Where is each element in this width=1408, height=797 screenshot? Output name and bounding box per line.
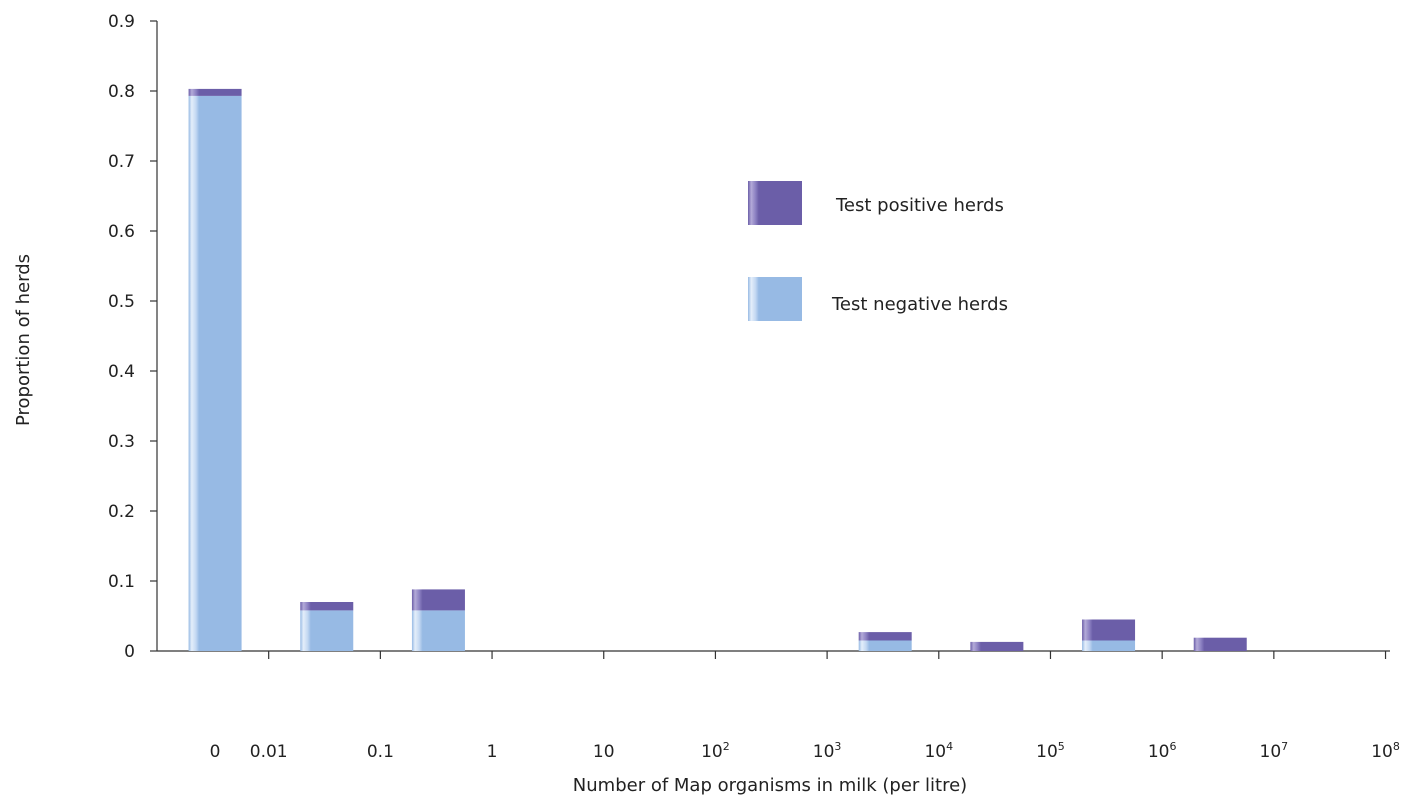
x-tick-label: 0.1: [367, 742, 394, 762]
y-tick-label: 0.5: [108, 292, 135, 312]
bar-positive: [1082, 619, 1136, 641]
y-tick-label: 0.8: [108, 82, 135, 102]
bars: [188, 88, 1247, 651]
bar-negative: [188, 95, 242, 651]
bar-positive: [300, 602, 354, 611]
y-tick-labels: 0 0.1 0.2 0.3 0.4 0.5 0.6 0.7 0.8 0.9: [108, 12, 135, 662]
y-tick-label: 0.7: [108, 152, 135, 172]
x-tick-label: 104: [924, 740, 953, 762]
y-tick-label: 0.3: [108, 432, 135, 452]
legend: Test positive herds Test negative herds: [748, 181, 1008, 321]
axes: [150, 20, 1390, 659]
x-tick-label: 108: [1371, 740, 1400, 762]
bar-positive: [970, 641, 1024, 651]
y-tick-label: 0.9: [108, 12, 135, 32]
bar-negative: [411, 610, 465, 651]
y-tick-label: 0.1: [108, 572, 135, 592]
bar-positive: [858, 632, 912, 641]
x-tick-label: 0.01: [250, 742, 288, 762]
legend-label-positive: Test positive herds: [835, 195, 1004, 216]
legend-swatch-negative: [748, 277, 802, 321]
y-axis-title: Proportion of herds: [13, 254, 34, 426]
bar-positive: [1193, 637, 1247, 651]
x-tick-label: 107: [1260, 740, 1289, 762]
bar-negative: [1082, 640, 1136, 651]
x-tick-label: 0: [210, 742, 221, 762]
y-tick-label: 0: [124, 642, 135, 662]
x-tick-label: 10: [593, 742, 615, 762]
x-tick-labels: 0 0.01 0.1 1 10 102 103 104 105 106 107 108: [210, 740, 1400, 762]
bar-positive: [188, 88, 242, 96]
x-tick-label: 105: [1036, 740, 1065, 762]
x-tick-label: 102: [701, 740, 730, 762]
x-tick-label: 103: [813, 740, 842, 762]
legend-swatch-positive: [748, 181, 802, 225]
y-tick-label: 0.2: [108, 502, 135, 522]
bar-positive: [411, 589, 465, 611]
legend-label-negative: Test negative herds: [831, 294, 1008, 315]
x-axis-title: Number of Map organisms in milk (per lit…: [573, 775, 967, 796]
y-tick-label: 0.4: [108, 362, 135, 382]
bar-negative: [858, 640, 912, 651]
y-tick-label: 0.6: [108, 222, 135, 242]
x-tick-label: 1: [487, 742, 498, 762]
bar-negative: [300, 610, 354, 651]
x-tick-label: 106: [1148, 740, 1177, 762]
